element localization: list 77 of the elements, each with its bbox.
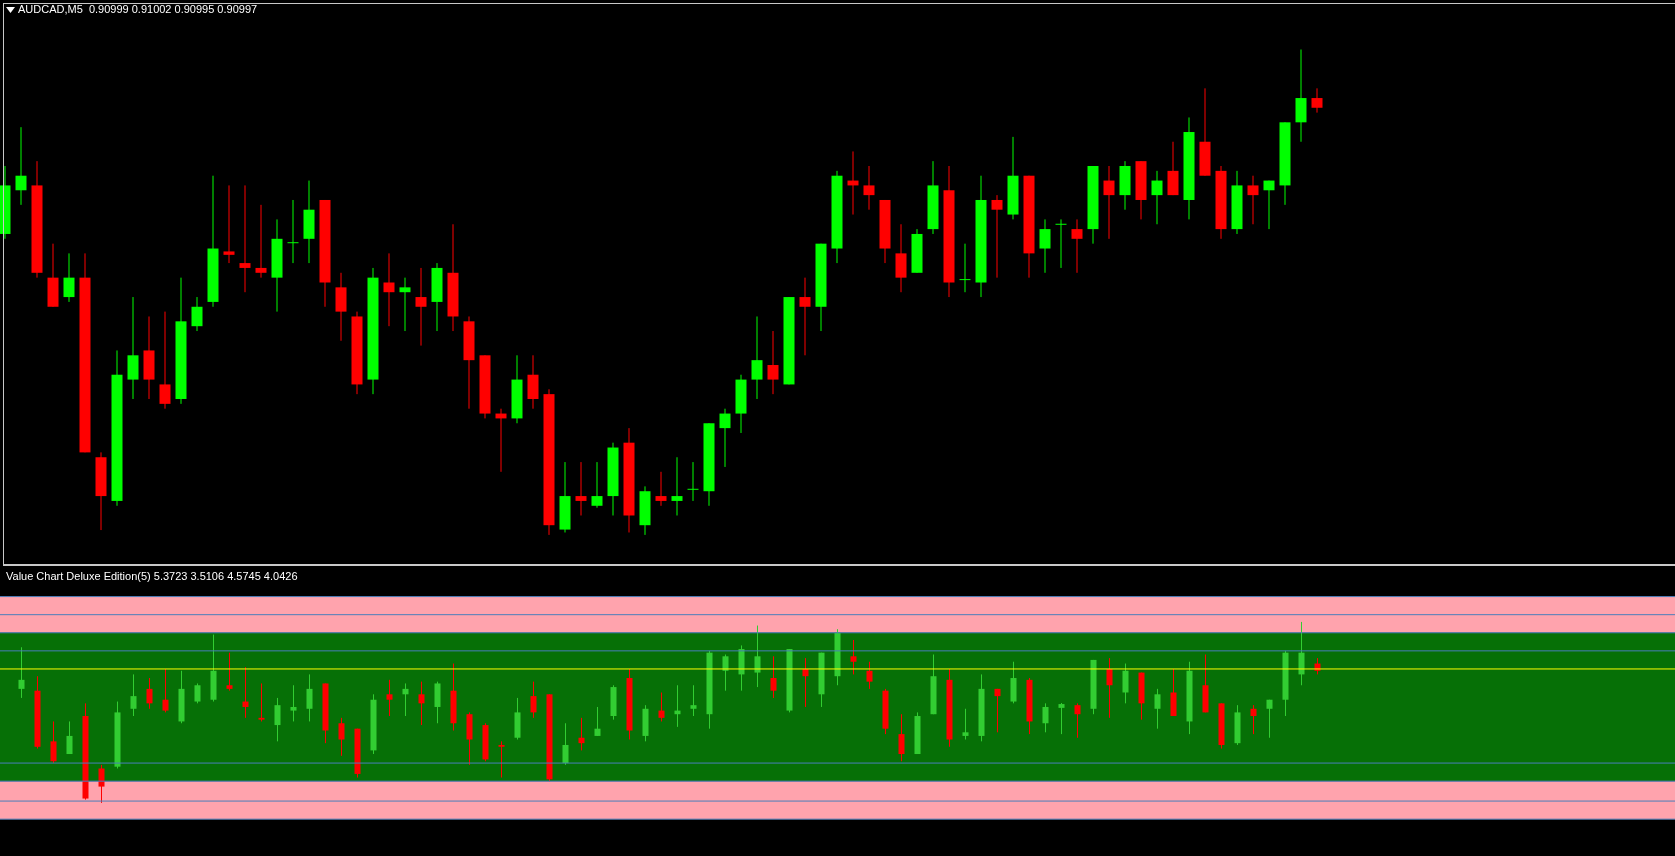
candlestick [402,682,409,717]
candlestick [690,684,697,717]
candlestick [1010,661,1017,704]
candlestick [1170,668,1177,717]
candlestick [258,682,265,722]
candlestick [655,471,667,507]
candlestick [290,684,297,722]
candlestick [866,661,873,690]
candlestick [850,639,857,675]
candlestick [1311,87,1323,114]
candlestick [498,740,505,779]
candlestick [962,708,969,741]
candlestick [959,243,971,293]
candlestick [898,713,905,762]
candlestick [50,720,57,764]
candlestick [1263,180,1275,230]
candlestick [1074,702,1081,739]
candlestick [226,652,233,692]
candlestick [719,408,731,468]
chart-title: Value Chart Deluxe Edition(5) 5.3723 3.5106 4.5745 4.0426 [6,570,298,582]
candlestick [1154,688,1161,730]
candlestick [63,252,75,303]
candlestick [18,646,25,699]
candlestick [434,681,441,724]
candlestick [863,165,875,211]
candlestick [418,681,425,726]
candlestick [1106,657,1113,719]
candlestick [1151,170,1163,225]
candlestick [1103,165,1115,240]
candlestick [223,184,235,264]
candlestick [799,277,811,356]
candlestick [658,691,665,722]
candlestick [751,315,763,400]
candlestick [1042,702,1049,733]
candlestick [66,720,73,755]
candlestick [159,311,171,410]
candlestick [306,673,313,722]
candlestick [399,277,411,332]
candlestick [594,706,601,737]
candlestick [1250,704,1257,735]
candlestick [575,461,587,516]
candlestick [722,653,729,692]
candlestick [994,688,1001,733]
chart-title: AUDCAD,M5 0.90999 0.91002 0.90995 0.90997 [18,3,258,15]
candlestick [1055,218,1067,269]
candlestick [1247,175,1259,225]
candlestick [383,252,395,327]
candlestick [671,456,683,516]
candlestick [591,461,603,509]
candlestick [274,697,281,742]
candlestick [287,199,299,264]
candlestick [194,682,201,704]
candlestick [1058,702,1065,735]
candlestick [15,126,27,206]
candlestick [1266,699,1273,739]
candlestick [767,330,779,395]
candlestick [98,764,105,804]
candlestick [239,184,251,293]
candlestick [130,673,137,717]
candlestick [415,267,427,347]
candlestick [242,666,249,719]
candlestick [191,296,203,332]
candlestick [338,717,345,757]
candlestick [386,679,393,717]
candlestick [1039,218,1051,274]
candlestick [1071,218,1083,274]
candlestick [255,204,267,279]
candlestick [754,625,761,688]
candlestick [770,655,777,699]
candlestick [162,668,169,713]
candlestick [146,677,153,710]
candlestick [687,461,699,502]
candlestick [530,681,537,719]
candlestick [991,194,1003,279]
candlestick [578,717,585,751]
candlestick [1122,663,1129,704]
candlestick [562,722,569,766]
